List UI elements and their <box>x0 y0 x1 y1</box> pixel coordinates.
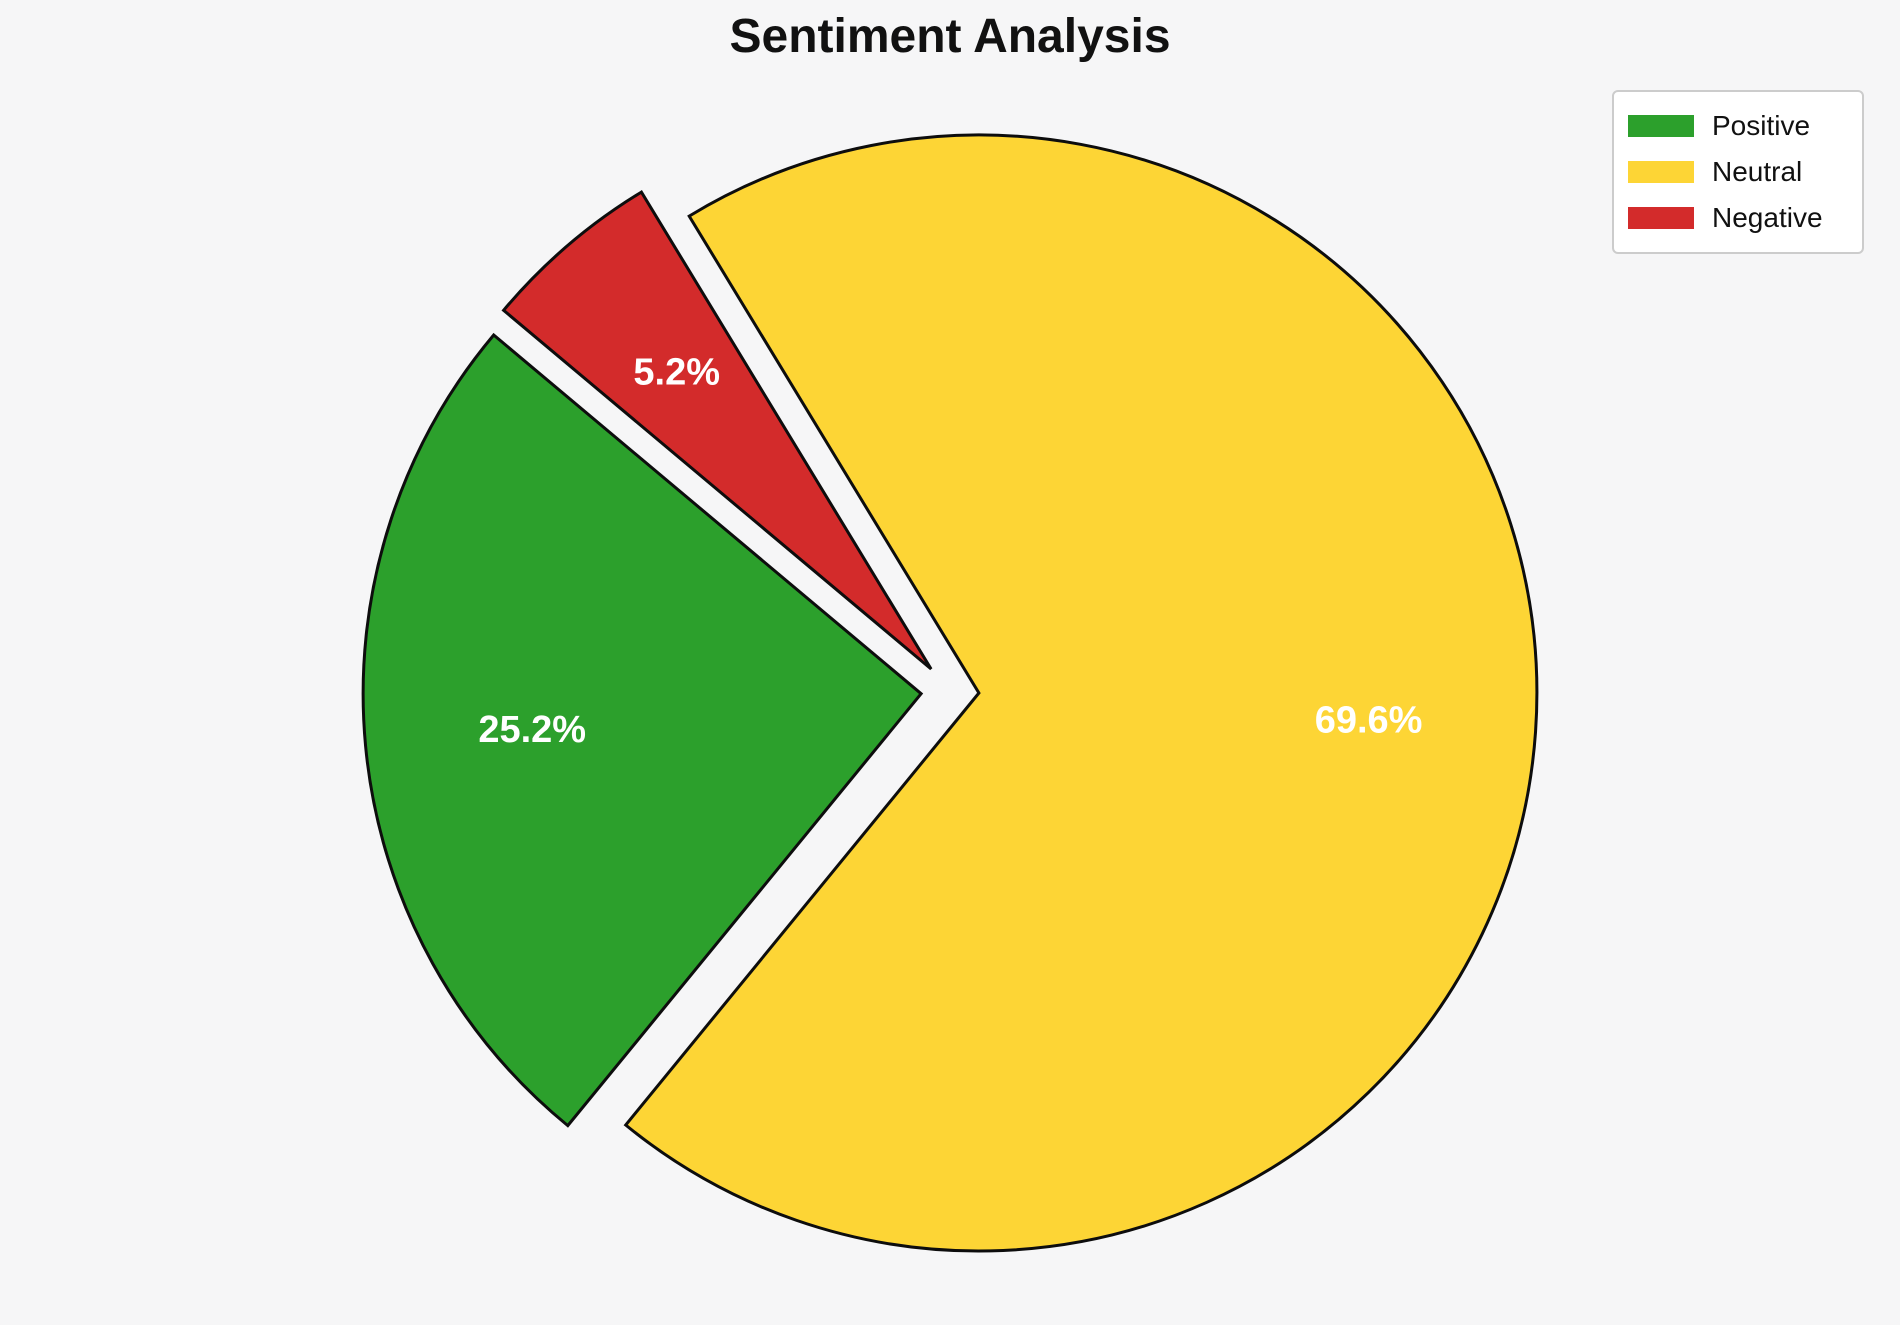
legend-swatch-negative <box>1628 207 1694 229</box>
legend: Positive Neutral Negative <box>1612 90 1864 254</box>
legend-label-positive: Positive <box>1712 110 1811 141</box>
chart-title: Sentiment Analysis <box>729 10 1171 63</box>
legend-label-neutral: Neutral <box>1712 156 1803 187</box>
pie-label-positive: 25.2% <box>478 709 586 751</box>
pie-slice-positive <box>361 332 924 1128</box>
legend-label-negative: Negative <box>1712 202 1823 233</box>
legend-item-positive: Positive <box>1628 104 1848 148</box>
pie-label-neutral: 69.6% <box>1315 699 1423 741</box>
pie-slice-negative <box>501 190 933 671</box>
pie-label-negative: 5.2% <box>633 352 720 394</box>
legend-swatch-neutral <box>1628 161 1694 183</box>
legend-item-neutral: Neutral <box>1628 150 1848 194</box>
legend-item-negative: Negative <box>1628 196 1848 240</box>
pie-slice-neutral <box>623 133 1539 1253</box>
legend-swatch-positive <box>1628 115 1694 137</box>
